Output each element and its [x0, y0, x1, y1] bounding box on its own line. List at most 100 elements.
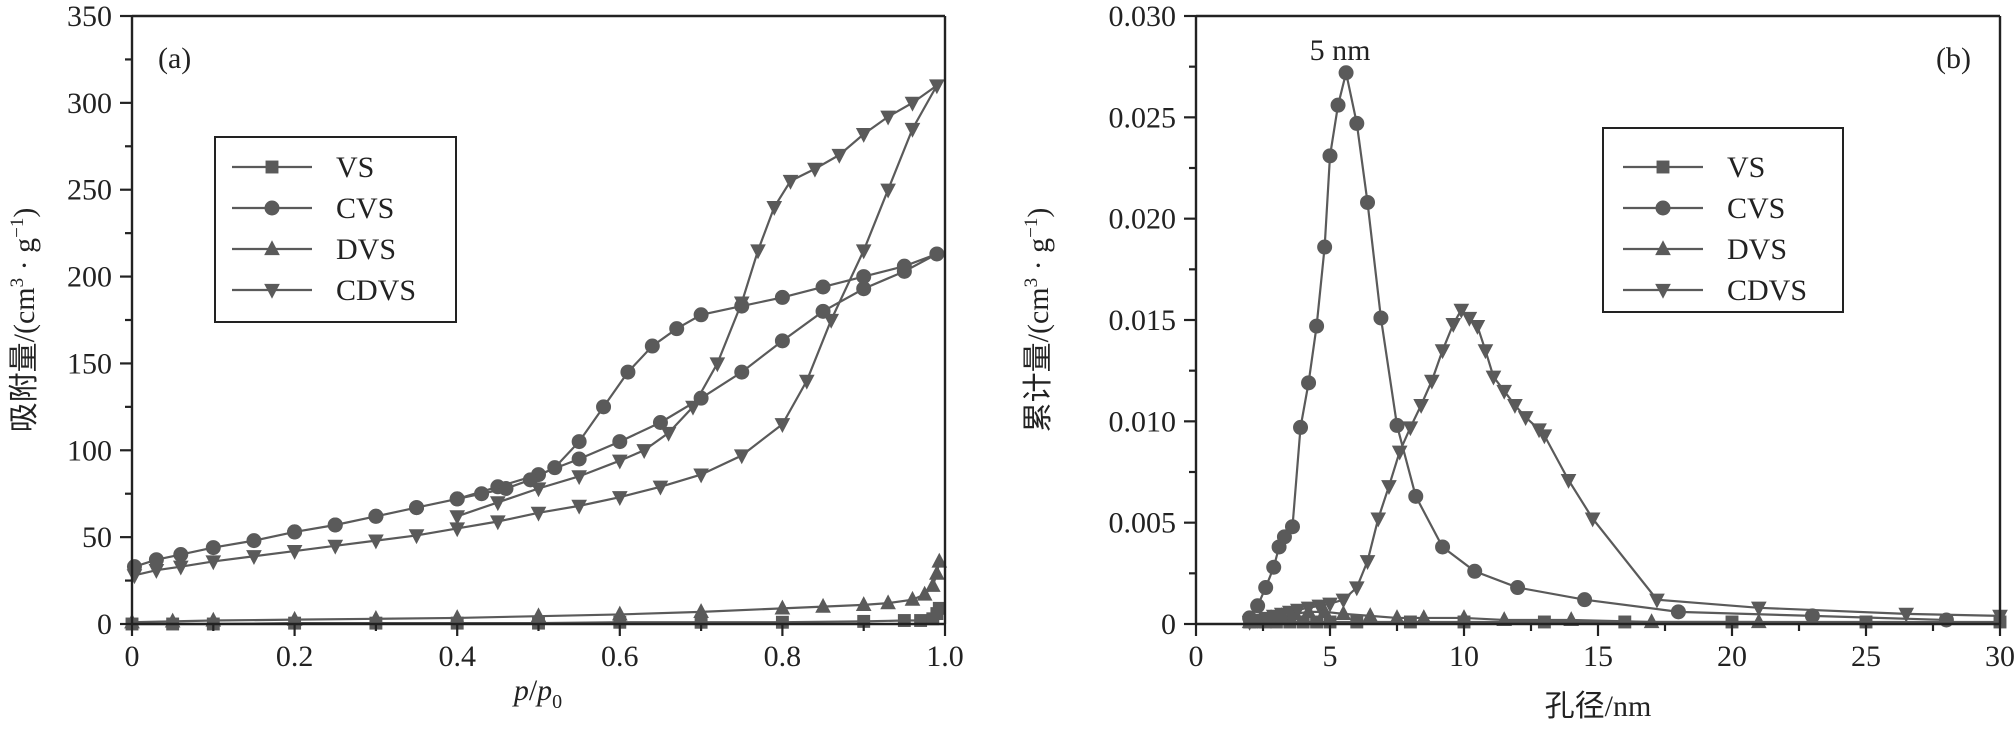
data-point-dvs-a [611, 605, 628, 621]
data-point-cdvs-b [1461, 311, 1478, 327]
data-point-cvs-a [815, 279, 831, 295]
chart-panel-b: 0 5 10 15 20 25 30 0 0.005 0.010 0.015 0.020 0.025 0.… [1021, 0, 2014, 723]
panel-label-a: (a) [158, 42, 191, 75]
data-point-dvs-a [924, 577, 941, 592]
data-point-cdvs-a [327, 539, 344, 555]
y-tick-label-b: 0.030 [1109, 0, 1177, 33]
data-point-vs-b [1310, 615, 1324, 629]
data-point-cdvs-a [750, 244, 766, 260]
data-point-cvs-b [1301, 375, 1317, 391]
data-point-cvs-b [1322, 148, 1338, 164]
data-point-cdvs-b [1750, 601, 1767, 617]
x-tick-label-a: 0.8 [764, 640, 802, 673]
legend-label-dvs-a: DVS [336, 233, 396, 266]
data-point-cdvs-b [1424, 374, 1440, 390]
data-point-cdvs-a [660, 426, 677, 442]
data-point-cvs-a [327, 517, 343, 533]
data-point-dvs-b [1335, 605, 1352, 620]
data-point-dvs-a [904, 590, 921, 606]
y-tick-label-b: 0.020 [1109, 203, 1177, 236]
data-point-cdvs-b [1469, 319, 1486, 335]
y-axis-label-a: 吸附量/(cm3 · g−1) [7, 208, 41, 433]
x-tick-label-b: 5 [1323, 640, 1338, 673]
data-point-cvs-b [1577, 592, 1593, 608]
data-point-cdvs-a [904, 96, 921, 112]
data-point-cdvs-a [571, 470, 587, 486]
data-point-cdvs-b [1413, 399, 1429, 414]
data-point-cvs-b [1360, 194, 1376, 210]
data-point-cvs-a [644, 338, 660, 354]
legend-marker-cvs-b [1655, 200, 1671, 216]
series-line-cdvs-b [1249, 308, 2001, 624]
y-tick-label-a: 0 [97, 608, 112, 641]
data-point-cdvs-a [904, 122, 921, 138]
data-point-cdvs-b [1898, 607, 1915, 623]
data-point-cdvs-b [1322, 597, 1338, 613]
legend-marker-vs-b [1656, 160, 1670, 174]
legend-box-b [1602, 127, 1844, 313]
data-point-cdvs-b [1391, 445, 1408, 461]
data-point-dvs-a [880, 594, 896, 610]
data-point-cdvs-a [855, 244, 872, 260]
data-point-cvs-b [1317, 239, 1333, 255]
data-point-cdvs-b [1290, 603, 1306, 619]
data-point-cdvs-b [1311, 599, 1328, 615]
data-point-cvs-b [1408, 488, 1424, 504]
data-point-cdvs-a [823, 313, 840, 329]
data-point-cdvs-a [611, 454, 628, 470]
data-point-cdvs-a [246, 550, 262, 566]
data-point-cvs-a [774, 333, 790, 349]
data-point-cdvs-b [1359, 555, 1376, 570]
data-point-cvs-a [734, 364, 750, 380]
data-point-cdvs-b [1381, 480, 1397, 495]
data-point-cvs-a [287, 524, 303, 540]
x-tick-label-a: 1.0 [926, 640, 964, 673]
x-tick-label-a: 0.6 [601, 640, 639, 673]
data-point-cvs-b [1510, 580, 1526, 596]
data-point-cvs-a [571, 434, 587, 450]
x-tick-label-b: 15 [1583, 640, 1613, 673]
data-point-cdvs-a [733, 449, 750, 465]
x-tick-label-a: 0.2 [276, 640, 314, 673]
data-point-dvs-a [929, 564, 945, 580]
data-point-cvs-a [246, 533, 262, 549]
y-tick-label-a: 350 [67, 0, 112, 33]
y-tick-label-b: 0.010 [1109, 405, 1177, 438]
data-point-cdvs-a [774, 418, 791, 434]
data-point-cdvs-a [449, 510, 466, 526]
data-point-cdvs-a [733, 296, 750, 312]
legend-marker-cdvs-a [264, 283, 280, 299]
data-point-cdvs-b [1402, 421, 1419, 437]
data-point-cvs-a [474, 486, 490, 502]
data-point-cdvs-b [1348, 581, 1365, 597]
data-point-cvs-b [1258, 580, 1274, 596]
data-point-cdvs-a [798, 374, 815, 390]
data-point-cdvs-b [1445, 317, 1462, 333]
data-point-cdvs-b [1517, 411, 1534, 427]
data-point-cdvs-a [929, 79, 945, 95]
data-point-cdvs-a [880, 183, 896, 199]
data-point-cvs-b [1250, 598, 1266, 614]
data-point-cvs-a [498, 481, 514, 497]
data-point-cdvs-b [1485, 370, 1502, 386]
data-point-cvs-b [1349, 115, 1365, 131]
data-point-vs-a [932, 601, 946, 615]
data-point-dvs-a [855, 596, 872, 611]
data-point-cdvs-b [1335, 593, 1352, 609]
data-point-cvs-a [449, 491, 465, 507]
data-point-cdvs-b [1536, 429, 1553, 445]
data-point-dvs-a [931, 552, 948, 568]
legend-marker-dvs-a [264, 240, 280, 256]
data-point-cdvs-a [693, 468, 709, 484]
x-tick-label-a: 0.4 [438, 640, 476, 673]
data-point-cvs-b [1330, 97, 1346, 113]
data-point-cvs-a [205, 540, 221, 556]
x-tick-label-b: 20 [1717, 640, 1747, 673]
data-point-cvs-a [173, 547, 189, 563]
data-point-cvs-b [1670, 604, 1686, 620]
data-point-cdvs-b [1507, 399, 1523, 414]
y-tick-label-a: 100 [67, 434, 112, 467]
data-point-cvs-b [1389, 417, 1405, 433]
data-point-cvs-b [1435, 539, 1451, 555]
